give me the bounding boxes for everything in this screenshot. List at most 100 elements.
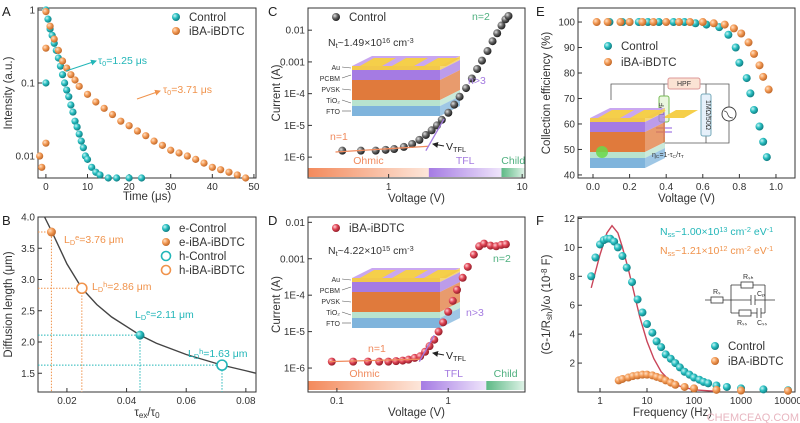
data-point: [104, 174, 112, 182]
plot-frame: [37, 7, 257, 179]
data-point: [731, 43, 740, 52]
data-point: [604, 58, 612, 66]
stack-layer: [590, 122, 645, 132]
cp-label: Cₚ: [757, 291, 765, 298]
data-point: [444, 307, 453, 316]
text-part: 0: [102, 59, 106, 68]
fit-line: [418, 334, 435, 362]
text-part: F): [541, 254, 553, 268]
text-part: V: [446, 350, 453, 362]
text-part: C: [673, 154, 677, 160]
data-point: [208, 163, 216, 171]
load-label: 1MΩ/50Ω: [704, 100, 711, 130]
data-point: [439, 318, 448, 327]
text-part: -2: [744, 225, 751, 234]
panel-letter: B: [2, 213, 11, 228]
data-point: [50, 35, 58, 43]
y-axis-label: (G-1/Rsh)/ω (10-8 F): [540, 254, 554, 354]
y-tick-label: 0.01: [286, 26, 306, 37]
data-point: [764, 85, 773, 94]
data-point: [633, 295, 642, 304]
text-part: eV: [751, 226, 767, 238]
text-part: 0: [167, 88, 171, 97]
slope-label: n=2: [472, 11, 490, 23]
data-point: [736, 386, 745, 395]
data-point: [408, 139, 417, 148]
data-point: [58, 57, 67, 65]
data-point: [698, 18, 707, 27]
y-tick-label: 0.1: [21, 79, 35, 90]
x-tick-label: 40: [207, 182, 219, 193]
y-tick-label: 10: [564, 243, 576, 254]
x-axis-label: Voltage (V): [388, 193, 445, 205]
resistor-icon: [740, 281, 754, 289]
text-part: τ: [163, 84, 168, 96]
circuit-wire: [705, 284, 775, 314]
layer-leader: [341, 278, 352, 281]
y-tick-label: 12: [564, 214, 576, 225]
stack-layer: [352, 80, 440, 100]
y-tick-label: 0.001: [280, 254, 305, 265]
text-part: )/ω (10: [541, 276, 553, 312]
legend-label: h-Control: [179, 251, 226, 263]
stack-side: [645, 148, 665, 168]
y-tick-label: 2.5: [21, 306, 35, 317]
plot-frame: [307, 216, 526, 393]
stack-side: [645, 142, 665, 158]
data-point: [709, 19, 718, 28]
resistor-icon: [710, 296, 724, 304]
data-point: [88, 163, 96, 171]
data-point: [444, 108, 453, 117]
x-axis-label: τex/τ0: [134, 407, 160, 420]
slope-label: n=1: [330, 131, 348, 143]
data-point: [46, 227, 56, 237]
plot-frame: [37, 216, 257, 393]
x-tick-label: 1.0: [769, 182, 783, 193]
data-point: [437, 115, 446, 124]
equivalent-circuit: [705, 281, 775, 318]
text-part: -3: [407, 36, 414, 45]
y-tick-label: 70: [564, 94, 576, 105]
data-point: [241, 174, 250, 182]
text-part: eV: [751, 245, 767, 257]
y-tick-label: 4: [569, 330, 575, 341]
data-point: [463, 262, 472, 271]
y-axis-label: Current (A): [271, 276, 283, 333]
region-label: Ohmic: [349, 368, 379, 380]
data-point: [135, 330, 145, 340]
text-part: T: [681, 154, 684, 160]
data-point: [100, 104, 108, 112]
data-point: [711, 357, 719, 365]
data-point: [669, 18, 678, 27]
data-point: [46, 22, 54, 30]
annotation: τ0=1.25 μs: [98, 55, 147, 68]
text-part: h: [199, 347, 203, 356]
data-point: [67, 101, 75, 109]
text-part: 16: [382, 36, 390, 45]
data-point: [332, 224, 340, 232]
panel-f: F 1 10 100 1000 10000 12 10 8 6 4 2 Frequency (Hz) (G…: [536, 213, 800, 419]
data-point: [375, 357, 384, 366]
data-point: [504, 11, 513, 20]
y-tick-label: 3.0: [21, 275, 35, 286]
y-tick-label: 1E-4: [284, 291, 306, 302]
data-point: [610, 237, 619, 246]
data-point: [625, 18, 634, 27]
layer-label: Au: [331, 65, 340, 72]
data-point: [434, 327, 443, 336]
layer-leader: [341, 99, 352, 104]
data-point: [75, 82, 83, 90]
y-tick-label: 1: [29, 5, 35, 16]
data-point: [371, 146, 380, 155]
x-tick-label: 10000: [774, 396, 800, 407]
y-axis-label: Collection efficiency (%): [541, 32, 553, 155]
data-point: [657, 343, 666, 352]
text-part: ~1.00×10: [675, 226, 720, 238]
data-point: [744, 38, 753, 47]
data-point: [167, 146, 175, 154]
data-point: [467, 74, 476, 83]
data-point: [674, 18, 683, 27]
data-point: [488, 37, 497, 46]
annotation: Nss~1.00×1013 cm-2 eV-1: [660, 225, 773, 239]
panel-letter: F: [536, 213, 544, 228]
